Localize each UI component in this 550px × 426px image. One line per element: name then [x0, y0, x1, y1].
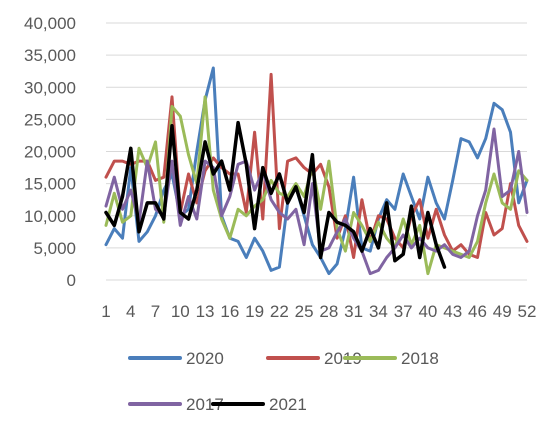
x-tick-label: 1: [101, 302, 110, 321]
legend-label-2019: 2019: [324, 349, 362, 368]
y-tick-label: 40,000: [24, 14, 76, 33]
x-tick-label: 40: [418, 302, 437, 321]
x-tick-label: 4: [126, 302, 135, 321]
x-tick-label: 25: [295, 302, 314, 321]
y-tick-label: 0: [67, 271, 76, 290]
legend-label-2020: 2020: [186, 349, 224, 368]
x-tick-label: 46: [468, 302, 487, 321]
series-lines: [104, 66, 529, 276]
x-tick-label: 16: [220, 302, 239, 321]
legend-label-2018: 2018: [401, 349, 439, 368]
x-tick-label: 52: [518, 302, 537, 321]
y-tick-label: 30,000: [24, 78, 76, 97]
y-axis-ticks: 0 5,000 10,000 15,000 20,000 25,000 30,000 35,0…: [24, 14, 76, 290]
series-line-2021: [104, 120, 447, 269]
x-tick-label: 28: [319, 302, 338, 321]
x-tick-label: 31: [344, 302, 363, 321]
x-tick-label: 34: [369, 302, 388, 321]
legend-label-2017: 2017: [186, 395, 224, 414]
x-tick-label: 49: [493, 302, 512, 321]
y-tick-label: 20,000: [24, 143, 76, 162]
y-tick-label: 10,000: [24, 207, 76, 226]
x-tick-label: 22: [270, 302, 289, 321]
x-axis-ticks: 1 4 7 10 13 16 19 22 25 28 31 34 37 40 43 46 49 52: [101, 302, 536, 321]
x-tick-label: 19: [245, 302, 264, 321]
x-tick-label: 13: [196, 302, 215, 321]
x-tick-label: 10: [171, 302, 190, 321]
legend: 2020 2019 2018 2017 2021: [128, 349, 439, 414]
y-tick-label: 25,000: [24, 110, 76, 129]
y-tick-label: 15,000: [24, 175, 76, 194]
y-tick-label: 35,000: [24, 46, 76, 65]
x-tick-label: 37: [394, 302, 413, 321]
x-tick-label: 43: [443, 302, 462, 321]
legend-label-2021: 2021: [269, 395, 307, 414]
y-tick-label: 5,000: [33, 239, 76, 258]
x-tick-label: 7: [151, 302, 160, 321]
